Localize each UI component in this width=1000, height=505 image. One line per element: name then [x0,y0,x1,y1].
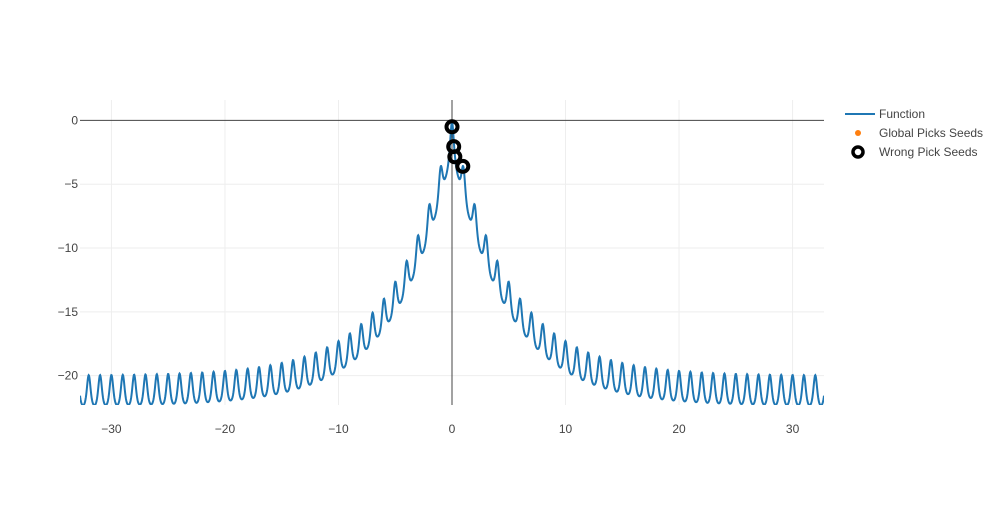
wrong-pick-seed-point [455,158,471,174]
x-tick-label: 0 [449,422,456,436]
legend-label: Wrong Pick Seeds [879,145,978,159]
x-tick-label: −30 [101,422,122,436]
y-tick-label: 0 [71,113,78,127]
legend-item[interactable]: Function [845,107,925,121]
wrong-pick-seed-point [447,149,463,165]
axis-ticks: −30 −20 −10 0 10 20 30 0 −5 −10 −15 −20 [58,113,800,436]
x-tick-label: 20 [672,422,686,436]
legend-label: Function [879,107,925,121]
legend-item[interactable]: Global Picks Seeds [855,126,983,140]
x-tick-label: −20 [215,422,236,436]
y-tick-label: −15 [58,305,79,319]
legend[interactable]: Function Global Picks Seeds Wrong Pick See… [845,107,983,159]
legend-label: Global Picks Seeds [879,126,983,140]
y-tick-label: −5 [64,177,78,191]
legend-item[interactable]: Wrong Pick Seeds [851,145,978,159]
x-tick-label: −10 [328,422,349,436]
x-tick-label: 30 [786,422,800,436]
plot-area [80,119,824,405]
legend-open-circle-symbol [851,145,865,159]
zero-lines [80,100,824,405]
x-tick-label: 10 [559,422,573,436]
legend-dot-symbol [855,130,861,136]
wrong-pick-seed-point [444,119,460,135]
y-tick-label: −20 [58,369,79,383]
y-tick-label: −10 [58,241,79,255]
